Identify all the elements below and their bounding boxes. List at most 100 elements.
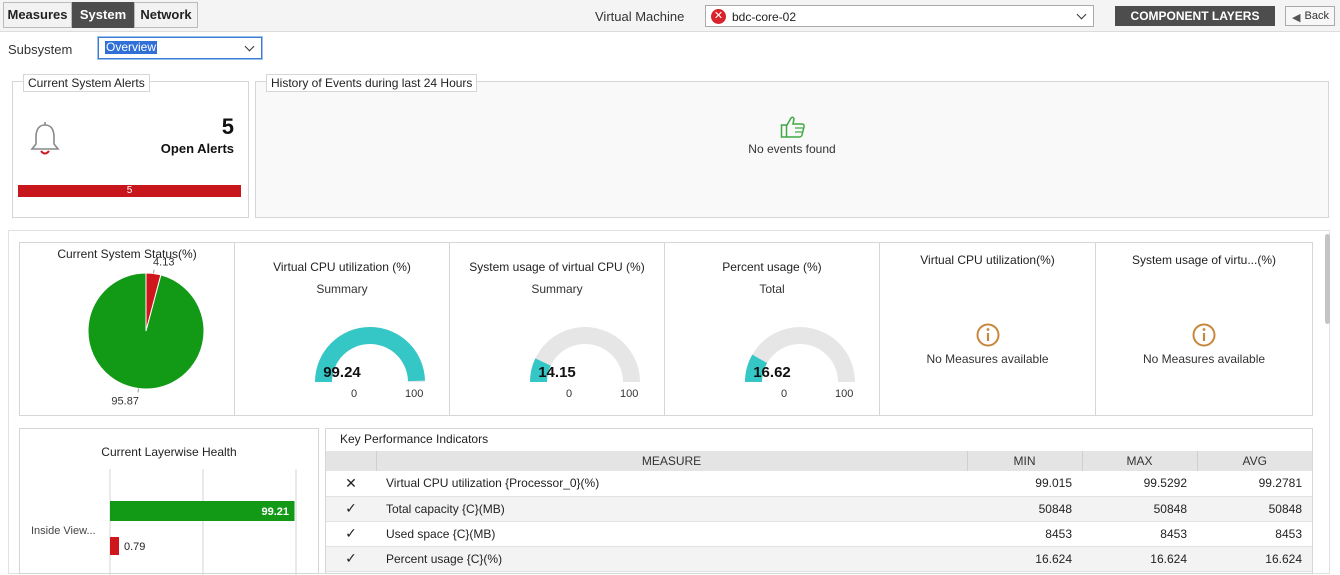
layer-bar-green-label: 99.21: [261, 506, 289, 518]
virtual-machine-label: Virtual Machine: [595, 9, 685, 24]
pie-label-leader: [153, 269, 155, 274]
gauge-max-label: 100: [620, 388, 639, 400]
status-column-header: [326, 451, 377, 471]
info-icon: [1192, 323, 1216, 347]
pie-slice-label: 4.13: [153, 257, 174, 269]
min-cell: 16.624: [967, 546, 1082, 572]
gauge-cell-1: Virtual CPU utilization (%) Summary 99.2…: [235, 243, 450, 415]
subsystem-label: Subsystem: [8, 42, 73, 57]
gauge-fill: [745, 354, 768, 382]
gauge-cell-2: System usage of virtual CPU (%) Summary …: [450, 243, 665, 415]
layer-bar-green[interactable]: [110, 501, 295, 521]
gauge-fill: [530, 358, 551, 382]
dashboard-scrollbar[interactable]: [1325, 234, 1330, 324]
back-button[interactable]: ◀ Back: [1285, 6, 1335, 26]
table-row[interactable]: ✓ Used space {C}(MB) 8453 8453 8453: [326, 521, 1312, 547]
min-cell: 8453: [967, 521, 1082, 547]
gauge-title: Percent usage (%): [722, 260, 822, 274]
kpi-panel: Key Performance Indicators MEASURE MIN M…: [325, 428, 1313, 574]
gauge-title: System usage of virtual CPU (%): [469, 260, 645, 274]
open-alerts-count: 5: [221, 114, 234, 139]
gauge-chart: [530, 327, 640, 382]
max-cell: 50848: [1082, 496, 1197, 522]
measure-title: System usage of virtu...(%): [1131, 253, 1277, 267]
table-row[interactable]: ✕ Virtual CPU utilization {Processor_0}(…: [326, 471, 1312, 497]
max-cell: 8453: [1082, 521, 1197, 547]
subsystem-value: Overview: [105, 40, 158, 54]
layer-bar-red[interactable]: [110, 537, 119, 555]
max-cell: 16.624: [1082, 546, 1197, 572]
open-alerts-label: Open Alerts: [160, 141, 234, 156]
subsystem-select[interactable]: Overview: [98, 37, 262, 59]
avg-cell: 99.2781: [1197, 471, 1312, 497]
max-cell: 99.5292: [1082, 471, 1197, 497]
virtual-machine-value: bdc-core-02: [732, 10, 797, 24]
system-status-cell: Current System Status(%) 4.13 95.87: [20, 243, 235, 415]
min-column-header[interactable]: MIN: [967, 451, 1083, 471]
gauge-title: Virtual CPU utilization (%): [273, 260, 411, 274]
measures-row: Current System Status(%) 4.13 95.87 Virtu…: [19, 242, 1313, 416]
measure-cell: Total capacity {C}(MB): [376, 496, 967, 522]
check-icon: ✓: [326, 546, 376, 572]
layerwise-health-panel: Current Layerwise Health Inside View... …: [19, 428, 319, 575]
layerwise-health-chart: [109, 469, 297, 575]
min-cell: 50848: [967, 496, 1082, 522]
system-alerts-panel: Current System Alerts 5 Open Alerts 5: [12, 74, 249, 218]
gauge-value: 14.15: [538, 364, 576, 381]
pie-slice-label: 95.87: [111, 395, 139, 407]
gauge-fill: [315, 327, 425, 382]
tab-system[interactable]: System: [72, 2, 134, 28]
bell-icon: [30, 122, 60, 155]
back-arrow-icon: ◀: [1292, 12, 1301, 24]
pie-slice[interactable]: [87, 272, 205, 390]
chevron-down-icon: [1076, 9, 1087, 20]
virtual-machine-select[interactable]: ✕ bdc-core-02: [705, 5, 1094, 27]
layer-category-label: Inside View...: [31, 525, 96, 537]
table-row[interactable]: ✓ Total capacity {C}(MB) 50848 50848 508…: [326, 496, 1312, 522]
gauge-max-label: 100: [405, 388, 424, 400]
measure-title: Virtual CPU utilization(%): [920, 253, 1055, 267]
thumbs-up-icon: [780, 116, 805, 138]
pie-label-leader: [137, 388, 139, 393]
check-icon: ✓: [326, 496, 376, 522]
tab-network[interactable]: Network: [134, 2, 198, 28]
measure-cell: Percent usage {C}(%): [376, 546, 967, 572]
info-icon: [976, 323, 1000, 347]
no-measures-message: No Measures available: [1142, 352, 1266, 366]
gauge-min-label: 0: [781, 388, 788, 400]
table-row[interactable]: ✓ Percent usage {C}(%) 16.624 16.624 16.…: [326, 546, 1312, 572]
avg-cell: 16.624: [1197, 546, 1312, 572]
gauge-subtitle: Total: [759, 282, 785, 296]
measure-column-header[interactable]: MEASURE: [376, 451, 968, 471]
gauge-value: 16.62: [753, 364, 791, 381]
chevron-down-icon: [244, 41, 255, 52]
system-alerts-title: Current System Alerts: [23, 74, 150, 92]
gauge-cell-3: Percent usage (%) Total 16.62 0 100: [665, 243, 880, 415]
gauge-chart: [315, 327, 425, 382]
measure-cell: Virtual CPU utilization {Processor_0}(%): [376, 471, 967, 497]
no-measures-message: No Measures available: [926, 352, 1049, 366]
min-cell: 99.015: [967, 471, 1082, 497]
layerwise-health-title: Current Layerwise Health: [101, 445, 237, 459]
avg-cell: 8453: [1197, 521, 1312, 547]
layer-bar-red-label: 0.79: [124, 541, 146, 553]
check-icon: ✓: [326, 521, 376, 547]
avg-cell: 50848: [1197, 496, 1312, 522]
back-button-label: Back: [1304, 10, 1329, 22]
no-measures-cell-1: Virtual CPU utilization(%) No Measures a…: [880, 243, 1096, 415]
avg-column-header[interactable]: AVG: [1197, 451, 1312, 471]
events-history-panel: History of Events during last 24 Hours N…: [255, 74, 1329, 218]
top-toolbar: Measures System Network Virtual Machine …: [0, 0, 1340, 32]
max-column-header[interactable]: MAX: [1082, 451, 1198, 471]
gauge-max-label: 100: [835, 388, 854, 400]
gauge-min-label: 0: [566, 388, 573, 400]
alerts-bar[interactable]: 5: [18, 185, 241, 197]
tab-measures[interactable]: Measures: [3, 2, 72, 28]
component-layers-button[interactable]: COMPONENT LAYERS: [1115, 6, 1275, 26]
gauge-chart: [745, 327, 855, 382]
kpi-table: MEASURE MIN MAX AVG ✕ Virtual CPU utiliz…: [326, 451, 1312, 572]
system-status-title: Current System Status(%): [57, 247, 197, 261]
gauge-subtitle: Summary: [531, 282, 583, 296]
error-icon: ✕: [711, 9, 726, 24]
no-measures-cell-2: System usage of virtu...(%) No Measures …: [1096, 243, 1312, 415]
